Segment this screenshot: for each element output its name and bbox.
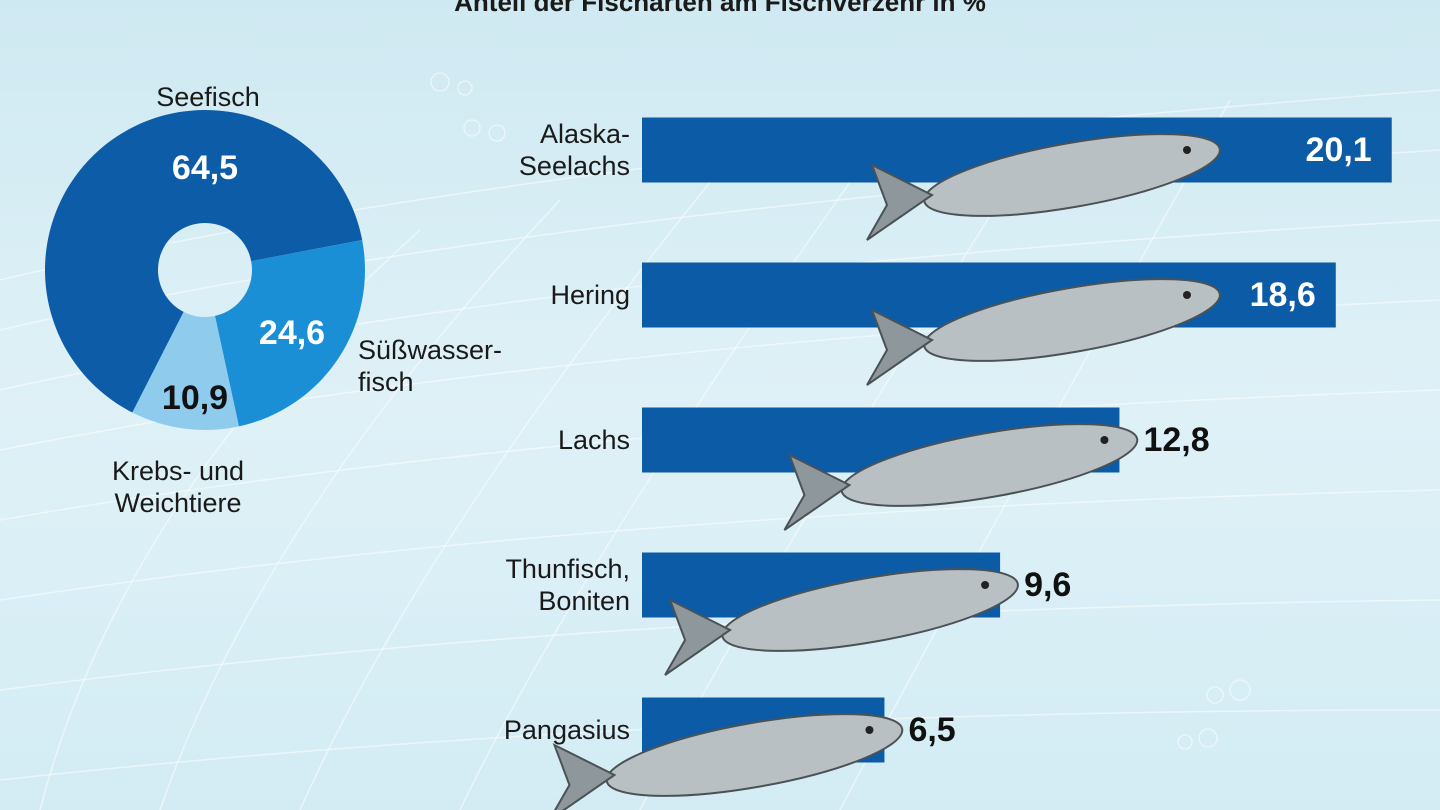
segment-label: Krebs- und Weichtiere xyxy=(111,456,245,518)
fish-illustration xyxy=(866,133,1221,241)
category-label: Pangasius xyxy=(503,715,630,745)
segment-label: Seefisch xyxy=(156,82,260,112)
value-label: 6,5 xyxy=(908,711,956,749)
value-label: 24,6 xyxy=(258,314,326,352)
fish-illustration xyxy=(866,278,1221,386)
donut-segment xyxy=(44,109,363,413)
category-label: Hering xyxy=(550,280,630,310)
value-label: 12,8 xyxy=(1143,421,1210,459)
fish-illustration xyxy=(552,713,904,810)
category-label: Lachs xyxy=(557,425,630,455)
value-label: 64,5 xyxy=(171,149,239,187)
fish-illustration xyxy=(783,423,1139,531)
value-label: 9,6 xyxy=(1024,566,1072,604)
chart-title: Anteil der Fischarten am Fischverzehr in… xyxy=(454,0,986,17)
fish-illustration xyxy=(664,568,1019,676)
donut-segment xyxy=(132,311,239,431)
value-label: 10,9 xyxy=(161,379,229,417)
value-label: 20,1 xyxy=(1305,131,1372,169)
category-label: Thunfisch, Boniten xyxy=(505,554,630,616)
segment-label: Süßwasser- fisch xyxy=(358,335,503,397)
value-label: 18,6 xyxy=(1249,276,1316,314)
category-label: Alaska- Seelachs xyxy=(518,119,630,181)
donut-segment xyxy=(214,240,365,427)
